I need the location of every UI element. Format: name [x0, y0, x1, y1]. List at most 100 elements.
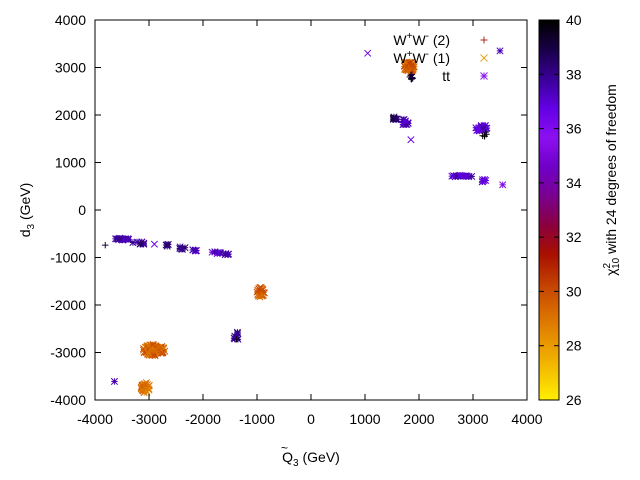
- data-point: [150, 240, 158, 248]
- data-point: [158, 349, 166, 357]
- data-point: [137, 240, 145, 248]
- data-point: [482, 128, 489, 136]
- colorbar-band: [539, 187, 559, 191]
- legend-marker: [480, 54, 488, 62]
- colorbar-band: [539, 185, 559, 189]
- colorbar-band: [539, 265, 559, 269]
- colorbar-band: [539, 137, 559, 141]
- colorbar-band: [539, 125, 559, 129]
- colorbar-band: [539, 299, 559, 303]
- colorbar-band: [539, 259, 559, 263]
- colorbar-band: [539, 337, 559, 341]
- colorbar-band: [539, 149, 559, 153]
- colorbar-band: [539, 243, 559, 247]
- colorbar-tick-label: 28: [566, 338, 582, 354]
- data-point: [255, 291, 263, 299]
- colorbar-band: [539, 297, 559, 301]
- colorbar-band: [539, 163, 559, 167]
- y-tick-label: 3000: [55, 60, 86, 76]
- colorbar-band: [539, 141, 559, 145]
- colorbar-band: [539, 319, 559, 323]
- colorbar-band: [539, 271, 559, 275]
- y-tick-label: -1000: [50, 250, 86, 266]
- colorbar-band: [539, 101, 559, 105]
- colorbar-band: [539, 391, 559, 395]
- colorbar-band: [539, 343, 559, 347]
- colorbar-band: [539, 233, 559, 237]
- data-point: [144, 342, 152, 350]
- colorbar-band: [539, 169, 559, 173]
- colorbar-band: [539, 191, 559, 195]
- colorbar-band: [539, 231, 559, 235]
- data-point: [407, 136, 415, 144]
- data-points: [102, 47, 507, 397]
- colorbar-band: [539, 301, 559, 305]
- colorbar-band: [539, 177, 559, 181]
- x-tick-label: 0: [307, 411, 315, 427]
- colorbar-band: [539, 175, 559, 179]
- colorbar-band: [539, 151, 559, 155]
- colorbar-band: [539, 369, 559, 373]
- colorbar-band: [539, 161, 559, 165]
- data-point: [142, 379, 150, 387]
- colorbar-band: [539, 55, 559, 59]
- colorbar-band: [539, 327, 559, 331]
- colorbar-band: [539, 79, 559, 83]
- x-tick-label: -2000: [185, 411, 221, 427]
- colorbar-band: [539, 303, 559, 307]
- x-axis-label: Q3 (GeV): [282, 449, 340, 469]
- colorbar-band: [539, 49, 559, 53]
- colorbar-band: [539, 257, 559, 261]
- colorbar-band: [539, 251, 559, 255]
- colorbar-tick-label: 38: [566, 66, 582, 82]
- colorbar-band: [539, 81, 559, 85]
- data-point: [233, 336, 240, 343]
- colorbar-band: [539, 281, 559, 285]
- y-tick-label: 4000: [55, 12, 86, 28]
- colorbar-band: [539, 199, 559, 203]
- y-tick-label: 2000: [55, 107, 86, 123]
- axis-ticks: -4000 -3000 -2000 -1000 0 1000 2000 3000 4000 -40…: [50, 12, 543, 427]
- data-point: [405, 59, 413, 67]
- colorbar-band: [539, 371, 559, 375]
- colorbar-band: [539, 139, 559, 143]
- data-point: [177, 245, 185, 253]
- colorbar-band: [539, 335, 559, 339]
- colorbar-band: [539, 85, 559, 89]
- colorbar-band: [539, 159, 559, 163]
- colorbar-band: [539, 363, 559, 367]
- colorbar-band: [539, 89, 559, 93]
- colorbar-band: [539, 51, 559, 55]
- colorbar-band: [539, 35, 559, 39]
- data-point: [448, 172, 456, 180]
- colorbar-band: [539, 293, 559, 297]
- colorbar-band: [539, 331, 559, 335]
- colorbar-band: [539, 121, 559, 125]
- colorbar-band: [539, 147, 559, 151]
- colorbar-band: [539, 235, 559, 239]
- x-tick-label: 2000: [403, 411, 434, 427]
- colorbar-band: [539, 39, 559, 43]
- colorbar-band: [539, 229, 559, 233]
- colorbar-band: [539, 289, 559, 293]
- colorbar-band: [539, 93, 559, 97]
- colorbar-band: [539, 309, 559, 313]
- data-point: [255, 285, 263, 293]
- colorbar-band: [539, 393, 559, 397]
- data-point: [478, 176, 487, 184]
- colorbar-band: [539, 105, 559, 109]
- colorbar-band: [539, 307, 559, 311]
- colorbar-band: [539, 213, 559, 217]
- colorbar-band: [539, 31, 559, 35]
- data-point: [479, 132, 486, 139]
- colorbar-band: [539, 323, 559, 327]
- colorbar-band: [539, 223, 559, 227]
- colorbar-band: [539, 339, 559, 343]
- colorbar-band: [539, 211, 559, 215]
- data-point: [393, 115, 401, 123]
- data-point: [364, 49, 372, 57]
- colorbar-band: [539, 215, 559, 219]
- colorbar-band: [539, 145, 559, 149]
- data-point: [496, 47, 504, 55]
